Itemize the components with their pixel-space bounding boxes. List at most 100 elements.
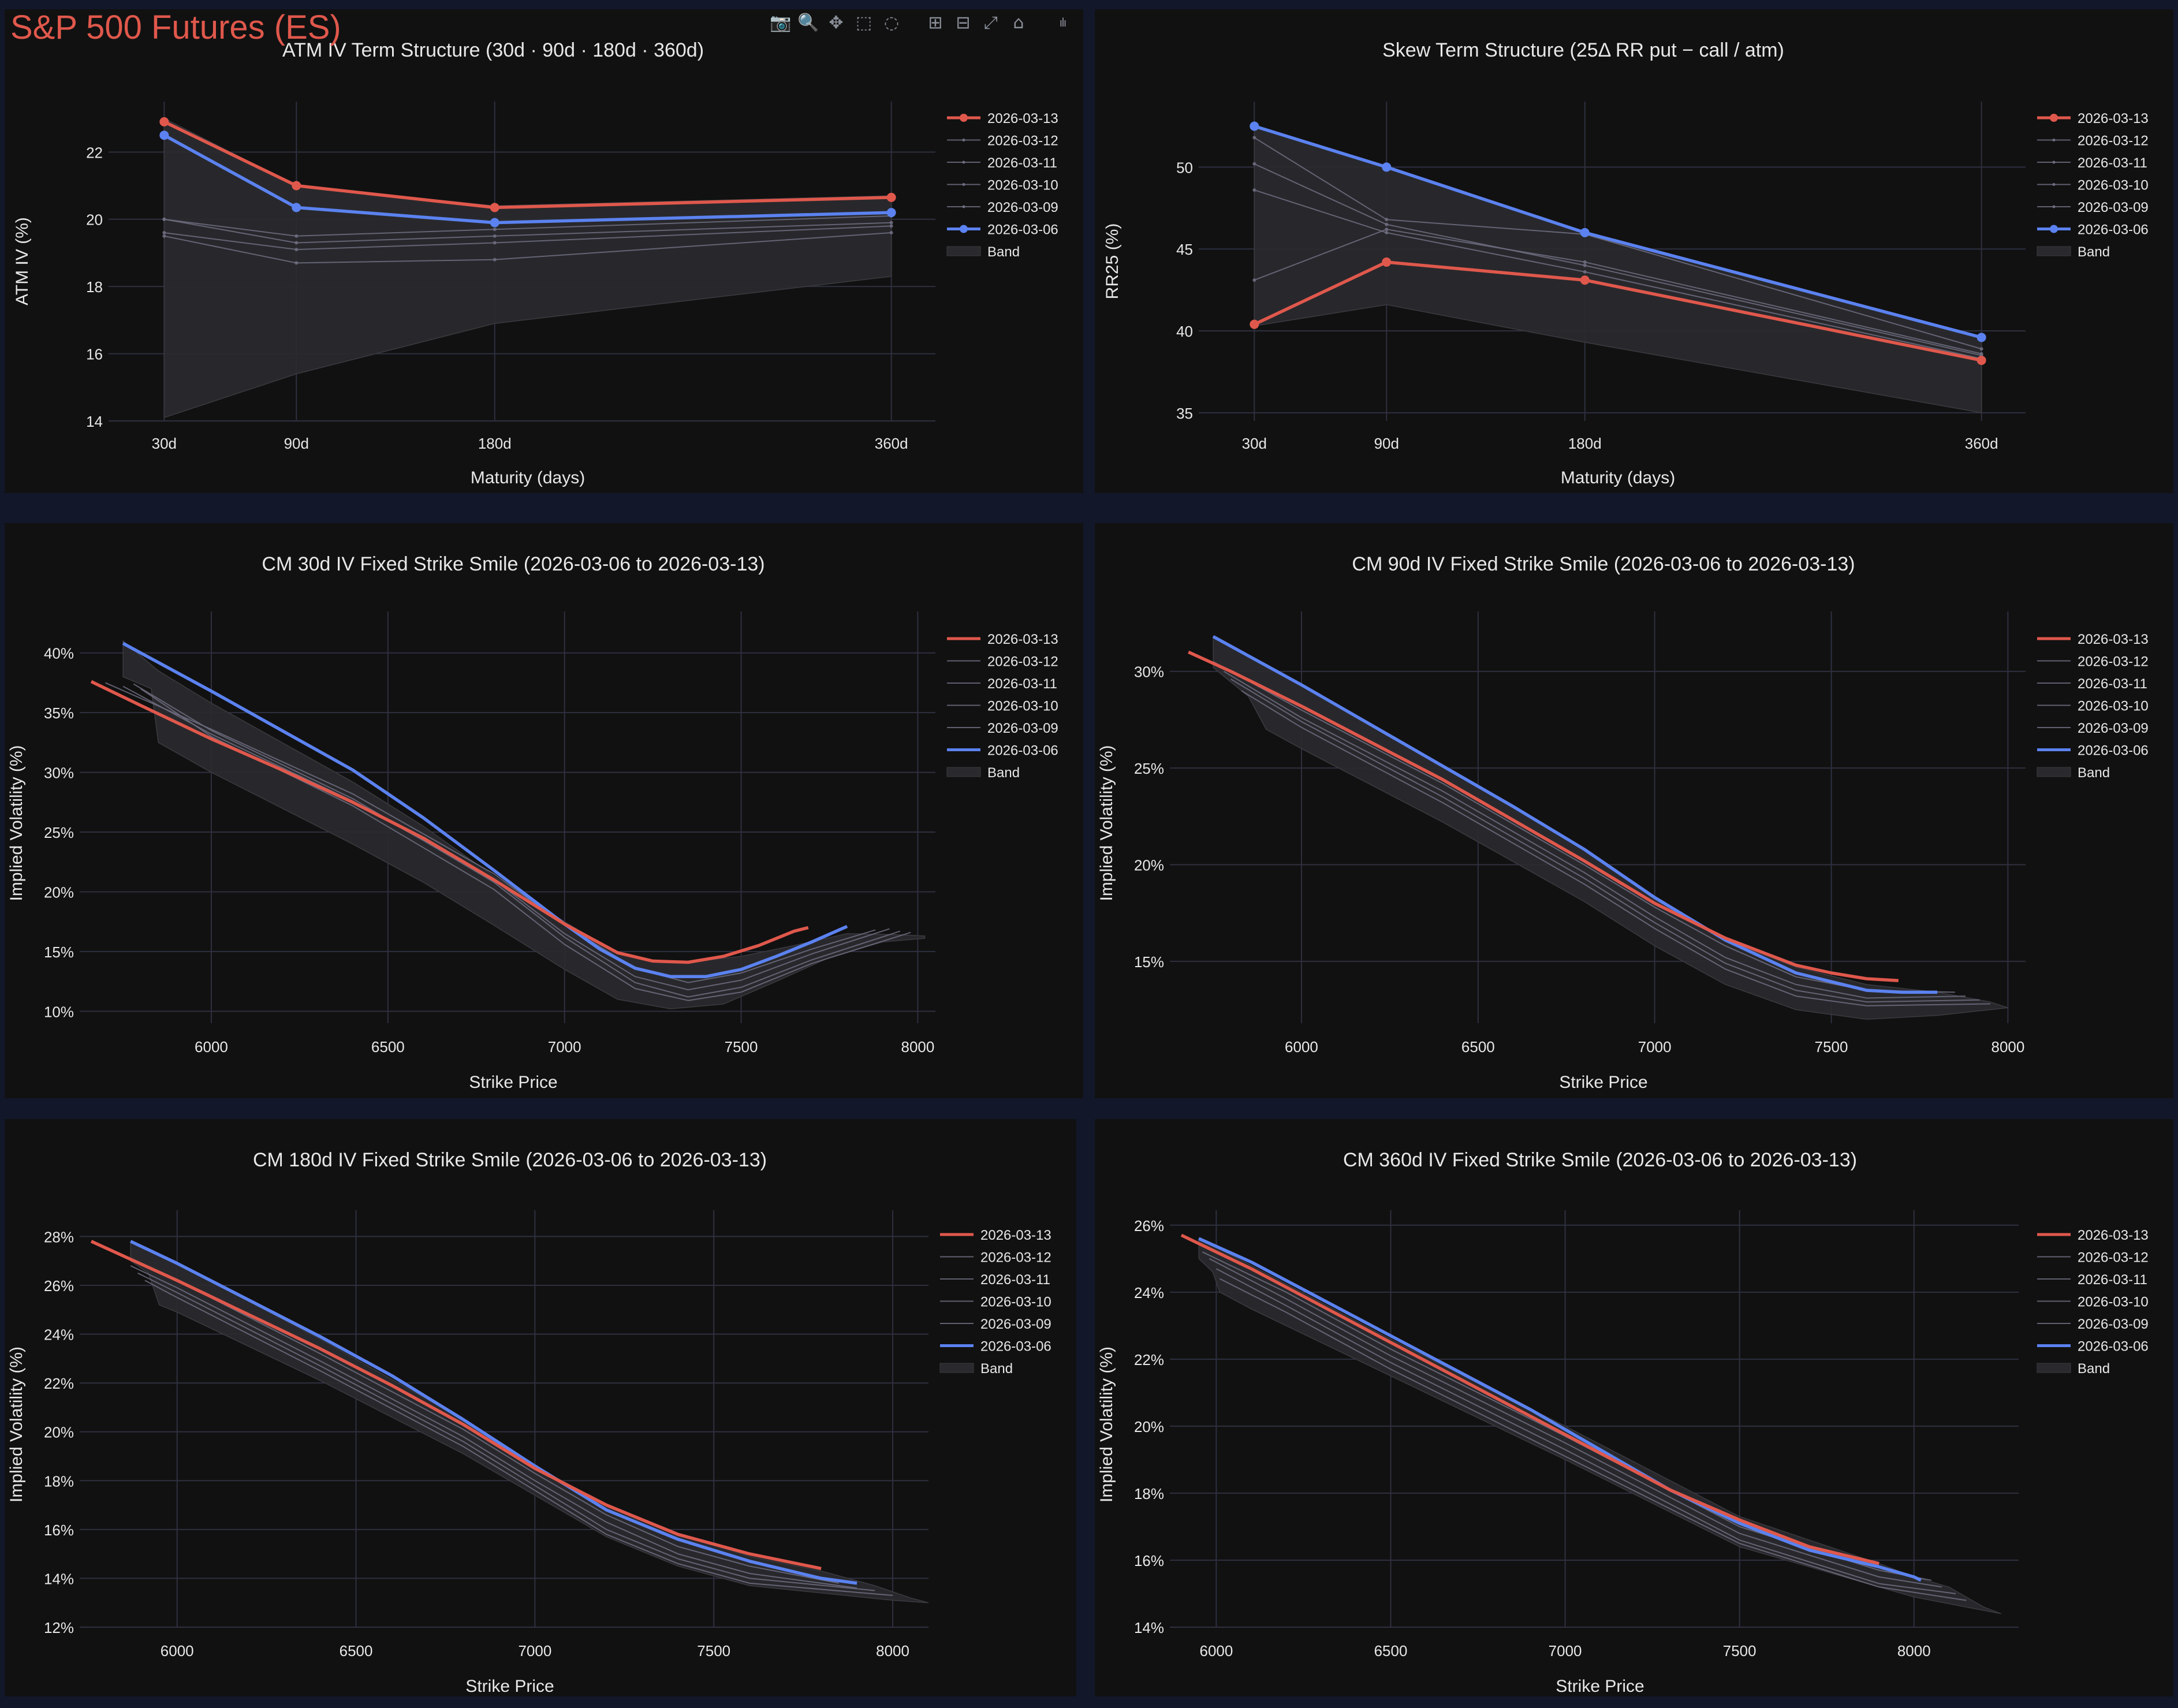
legend-label: 2026-03-12 <box>987 133 1058 149</box>
smile-90d-title: CM 90d IV Fixed Strike Smile (2026-03-06… <box>1352 553 1855 575</box>
legend-item-2026-03-09[interactable]: 2026-03-09 <box>2037 1317 2149 1332</box>
legend-item-Band[interactable]: Band <box>946 244 1020 260</box>
legend-item-2026-03-10[interactable]: 2026-03-10 <box>2037 1295 2149 1310</box>
x-tick-label: 7500 <box>1815 1038 1848 1056</box>
legend-item-2026-03-09[interactable]: 2026-03-09 <box>2037 200 2149 215</box>
legend-item-2026-03-10[interactable]: 2026-03-10 <box>947 699 1058 714</box>
legend-item-2026-03-13[interactable]: 2026-03-13 <box>940 1228 1051 1243</box>
x-tick-label: 6000 <box>195 1038 228 1056</box>
legend-item-2026-03-13[interactable]: 2026-03-13 <box>2037 111 2149 126</box>
legend-item-2026-03-11[interactable]: 2026-03-11 <box>947 155 1057 171</box>
legend-label: 2026-03-13 <box>2078 1228 2149 1243</box>
legend-label: 2026-03-09 <box>987 200 1058 215</box>
legend-label: 2026-03-06 <box>987 743 1058 759</box>
series-point-2026-03-09 <box>1252 136 1256 140</box>
legend-item-2026-03-11[interactable]: 2026-03-11 <box>947 676 1057 692</box>
pan-icon[interactable]: ✥ <box>829 12 844 33</box>
legend-item-2026-03-06[interactable]: 2026-03-06 <box>2037 222 2149 238</box>
x-tick-label: 180d <box>1568 435 1602 452</box>
y-tick-label: 18 <box>86 278 103 296</box>
camera-icon[interactable]: 📷 <box>770 12 792 33</box>
legend-swatch <box>939 1363 974 1373</box>
legend-item-2026-03-11[interactable]: 2026-03-11 <box>940 1272 1050 1288</box>
box-select-icon[interactable]: ⬚ <box>855 12 872 33</box>
legend-item-Band[interactable]: Band <box>2037 1361 2110 1377</box>
y-tick-label: 40% <box>44 645 74 662</box>
autoscale-icon[interactable]: ⤢ <box>984 12 998 33</box>
plotly-logo-icon[interactable]: ılı <box>1059 16 1067 29</box>
legend-marker <box>2050 225 2058 233</box>
x-tick-label: 7500 <box>697 1642 730 1659</box>
y-tick-label: 16 <box>86 346 103 363</box>
series-line-2026-03-09 <box>164 218 892 244</box>
y-tick-label: 35 <box>1176 405 1193 422</box>
series-point-2026-03-11 <box>493 241 497 245</box>
legend-item-2026-03-10[interactable]: 2026-03-10 <box>2037 178 2149 193</box>
x-tick-label: 7000 <box>1549 1642 1582 1659</box>
legend-item-2026-03-12[interactable]: 2026-03-12 <box>2037 654 2149 670</box>
legend-item-2026-03-13[interactable]: 2026-03-13 <box>2037 632 2149 647</box>
smile-360d-title: CM 360d IV Fixed Strike Smile (2026-03-0… <box>1343 1149 1857 1171</box>
legend-label: 2026-03-10 <box>987 699 1058 714</box>
series-point-2026-03-11 <box>162 231 166 235</box>
series-line-2026-03-09 <box>1241 690 1990 1006</box>
legend-item-2026-03-06[interactable]: 2026-03-06 <box>940 1339 1051 1355</box>
series-point-2026-03-06 <box>490 218 499 228</box>
series-point-2026-03-10 <box>162 234 166 238</box>
legend-marker <box>960 225 968 233</box>
legend-item-2026-03-06[interactable]: 2026-03-06 <box>2037 743 2149 759</box>
legend-item-2026-03-09[interactable]: 2026-03-09 <box>940 1317 1051 1332</box>
legend-marker <box>2052 161 2056 164</box>
lasso-select-icon[interactable]: ◌ <box>883 12 900 33</box>
legend-item-2026-03-09[interactable]: 2026-03-09 <box>2037 721 2149 736</box>
series-line-2026-03-10 <box>137 1272 875 1591</box>
legend-marker <box>962 183 965 186</box>
legend-item-2026-03-13[interactable]: 2026-03-13 <box>947 632 1058 647</box>
legend-label: 2026-03-06 <box>2078 1339 2149 1355</box>
zoom-out-icon[interactable]: ⊟ <box>956 12 971 33</box>
legend-item-2026-03-12[interactable]: 2026-03-12 <box>2037 1250 2149 1266</box>
legend-item-2026-03-06[interactable]: 2026-03-06 <box>947 222 1058 238</box>
legend-item-2026-03-12[interactable]: 2026-03-12 <box>2037 133 2149 149</box>
smile-360d-svg: CM 360d IV Fixed Strike Smile (2026-03-0… <box>1097 1149 2149 1696</box>
legend-item-2026-03-13[interactable]: 2026-03-13 <box>947 111 1058 126</box>
legend-item-2026-03-11[interactable]: 2026-03-11 <box>2037 155 2147 171</box>
legend-item-2026-03-12[interactable]: 2026-03-12 <box>947 133 1058 149</box>
series-point-2026-03-13 <box>1250 319 1259 329</box>
legend-item-2026-03-10[interactable]: 2026-03-10 <box>940 1295 1051 1310</box>
legend-item-2026-03-11[interactable]: 2026-03-11 <box>2037 676 2147 692</box>
legend-item-2026-03-10[interactable]: 2026-03-10 <box>947 178 1058 193</box>
y-tick-label: 30% <box>1134 663 1164 681</box>
zoom-icon[interactable]: 🔍 <box>797 12 819 33</box>
series-point-2026-03-09 <box>294 241 299 245</box>
y-tick-label: 15% <box>44 943 74 961</box>
legend-item-Band[interactable]: Band <box>2037 765 2110 781</box>
legend-item-2026-03-13[interactable]: 2026-03-13 <box>2037 1228 2149 1243</box>
reset-axes-icon[interactable]: ⌂ <box>1013 12 1024 33</box>
legend-swatch <box>2037 767 2071 777</box>
x-axis-label: Strike Price <box>469 1073 557 1092</box>
x-tick-label: 6500 <box>340 1642 373 1659</box>
legend-item-Band[interactable]: Band <box>2037 244 2110 260</box>
legend-item-2026-03-06[interactable]: 2026-03-06 <box>947 743 1058 759</box>
legend-item-2026-03-10[interactable]: 2026-03-10 <box>2037 699 2149 714</box>
series-point-2026-03-10 <box>889 231 893 235</box>
x-axis-label: Strike Price <box>1556 1677 1644 1696</box>
zoom-in-icon[interactable]: ⊞ <box>928 12 943 33</box>
legend-item-2026-03-09[interactable]: 2026-03-09 <box>947 721 1058 736</box>
legend-item-2026-03-12[interactable]: 2026-03-12 <box>940 1250 1051 1266</box>
y-tick-label: 24% <box>1134 1284 1164 1301</box>
legend-swatch <box>946 246 981 256</box>
x-tick-label: 8000 <box>1897 1642 1931 1659</box>
legend-item-2026-03-06[interactable]: 2026-03-06 <box>2037 1339 2149 1355</box>
legend-item-2026-03-12[interactable]: 2026-03-12 <box>947 654 1058 670</box>
legend-item-2026-03-11[interactable]: 2026-03-11 <box>2037 1272 2147 1288</box>
y-tick-label: 20% <box>44 1424 74 1441</box>
legend-label: 2026-03-11 <box>980 1272 1050 1288</box>
legend-item-Band[interactable]: Band <box>939 1361 1013 1377</box>
y-tick-label: 40 <box>1176 323 1193 340</box>
legend-item-Band[interactable]: Band <box>946 765 1020 781</box>
series-line-2026-03-06 <box>1198 1237 1922 1582</box>
legend-marker <box>962 139 965 141</box>
legend-item-2026-03-09[interactable]: 2026-03-09 <box>947 200 1058 215</box>
